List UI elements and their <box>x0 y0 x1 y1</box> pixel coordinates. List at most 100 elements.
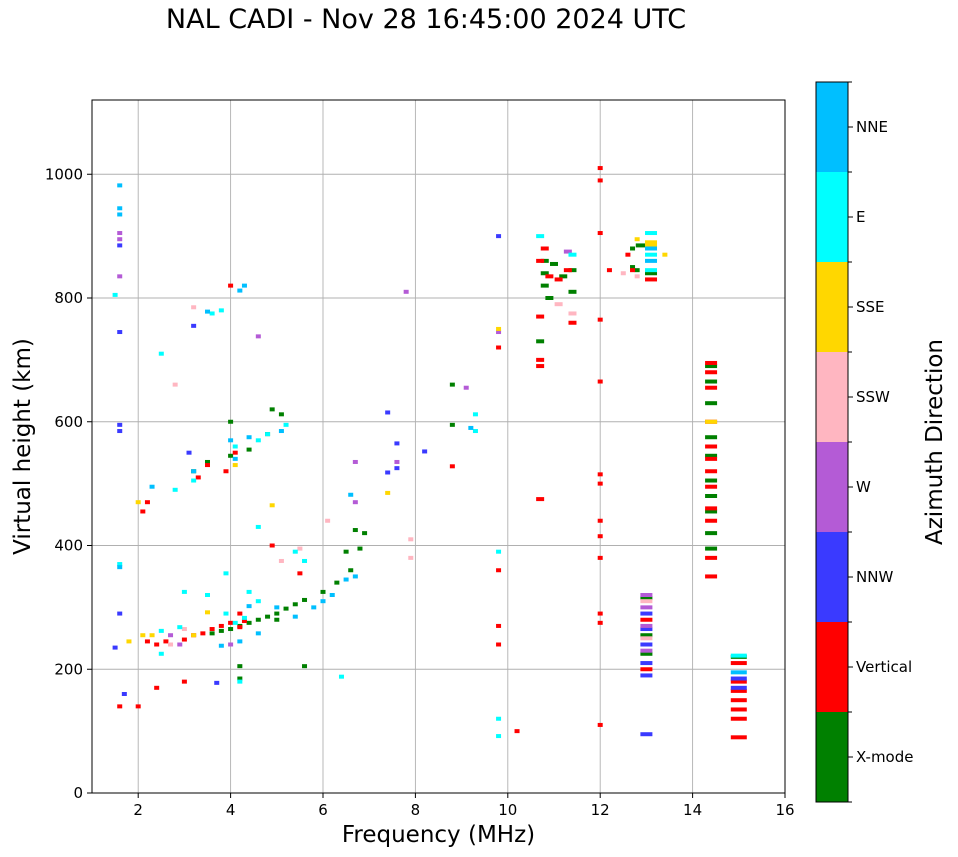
point-vertical <box>730 698 747 703</box>
point-x-mode <box>568 268 577 273</box>
point-x-mode <box>640 633 653 638</box>
point-x-mode <box>278 412 284 417</box>
point-vertical <box>606 268 612 273</box>
point-vertical <box>705 360 718 365</box>
point-vertical <box>449 464 455 469</box>
point-nne <box>255 631 261 636</box>
point-e <box>255 599 261 604</box>
colorbar-segment <box>816 82 848 172</box>
point-vertical <box>705 456 718 461</box>
point-x-mode <box>205 459 210 464</box>
point-x-mode <box>274 611 280 616</box>
point-nne <box>329 593 335 597</box>
point-vertical <box>597 611 603 616</box>
point-ssw <box>620 271 626 276</box>
point-nne <box>292 614 298 619</box>
point-nnw <box>730 685 747 690</box>
point-sse <box>126 639 132 644</box>
point-x-mode <box>209 631 215 636</box>
point-e <box>283 422 289 427</box>
point-vertical <box>597 379 603 384</box>
y-tick-label: 1000 <box>45 165 83 183</box>
point-vertical <box>568 320 577 325</box>
point-nnw <box>214 680 220 685</box>
point-ssw <box>278 558 284 563</box>
point-nnw <box>640 661 653 666</box>
point-x-mode <box>320 589 326 594</box>
point-x-mode <box>343 549 349 554</box>
point-vertical <box>117 704 123 709</box>
point-x-mode <box>635 243 648 248</box>
colorbar-tick-label: NNE <box>856 118 888 136</box>
point-nne <box>149 484 155 489</box>
point-vertical <box>536 314 545 319</box>
colorbar-segment <box>816 442 848 532</box>
point-vertical <box>496 568 502 573</box>
point-nnw <box>117 330 123 335</box>
point-nne <box>343 577 349 582</box>
point-nnw <box>112 645 118 650</box>
point-vertical <box>730 688 747 693</box>
point-x-mode <box>536 339 545 344</box>
point-vertical <box>237 625 243 630</box>
point-nnw <box>186 450 192 455</box>
point-vertical <box>144 639 150 644</box>
point-x-mode <box>540 283 549 288</box>
colorbar-tick-label: E <box>856 208 865 226</box>
point-x-mode <box>540 258 549 263</box>
point-e <box>241 615 247 620</box>
chart-title: NAL CADI - Nov 28 16:45:00 2024 UTC <box>165 4 687 35</box>
point-e <box>496 716 502 721</box>
point-sse <box>705 419 718 424</box>
point-ssw <box>408 555 414 560</box>
point-x-mode <box>352 528 358 533</box>
point-nne <box>311 605 317 610</box>
point-e <box>223 611 229 616</box>
point-vertical <box>563 268 572 273</box>
point-nnw <box>640 627 653 632</box>
x-tick-label: 2 <box>133 801 143 819</box>
point-vertical <box>554 277 563 282</box>
point-vertical <box>630 268 636 273</box>
point-w <box>352 500 358 505</box>
point-ssw <box>297 546 303 551</box>
point-vertical <box>640 617 653 622</box>
point-x-mode <box>705 509 718 514</box>
point-e <box>255 438 261 443</box>
point-x-mode <box>705 478 718 483</box>
y-tick-label: 400 <box>54 537 83 555</box>
point-sse <box>205 610 210 615</box>
point-e <box>730 653 747 658</box>
point-x-mode <box>559 274 568 279</box>
point-x-mode <box>237 676 243 681</box>
point-x-mode <box>292 602 298 607</box>
point-sse <box>135 500 141 505</box>
point-vertical <box>135 704 141 709</box>
point-vertical <box>597 317 603 322</box>
point-vertical <box>597 534 603 539</box>
point-nne <box>191 469 197 474</box>
point-e <box>232 620 238 625</box>
colorbar-tick-label: SSE <box>856 298 885 316</box>
point-w <box>168 633 174 638</box>
point-x-mode <box>228 453 234 458</box>
point-ssw <box>181 627 187 632</box>
point-sse <box>496 326 502 331</box>
x-tick-label: 6 <box>318 801 328 819</box>
point-e <box>177 625 183 630</box>
point-x-mode <box>705 531 718 536</box>
point-e <box>536 234 545 239</box>
point-e <box>209 311 215 316</box>
point-e <box>255 524 261 529</box>
x-tick-label: 16 <box>775 801 794 819</box>
point-e <box>338 674 344 679</box>
point-vertical <box>640 667 653 672</box>
point-nnw <box>640 642 653 647</box>
point-vertical <box>730 661 747 666</box>
point-nnw <box>496 234 502 239</box>
point-nne <box>246 604 252 609</box>
point-x-mode <box>246 620 252 625</box>
point-vertical <box>597 231 603 236</box>
point-vertical <box>705 506 718 511</box>
point-x-mode <box>705 453 718 458</box>
